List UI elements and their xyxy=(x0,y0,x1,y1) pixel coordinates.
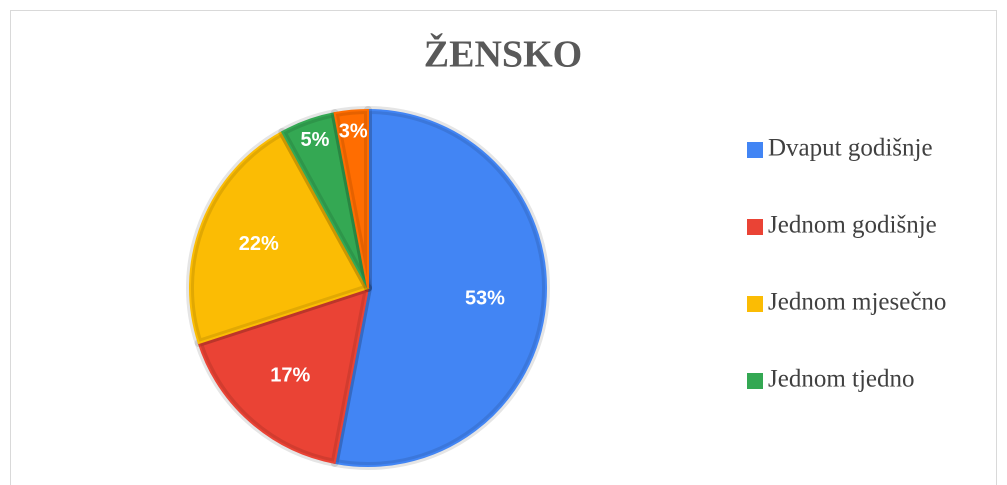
chart-title: ŽENSKO xyxy=(424,34,582,76)
value-label: 3% xyxy=(339,120,368,142)
legend-label: Jednom tjedno xyxy=(768,366,915,393)
legend-swatch xyxy=(747,142,763,158)
legend-label: Jednom godišnje xyxy=(768,212,937,239)
legend-label: Dvaput godišnje xyxy=(768,135,933,162)
slice-edge xyxy=(333,108,547,467)
value-label: 17% xyxy=(270,364,310,386)
legend-swatch xyxy=(747,373,763,389)
chart-frame xyxy=(10,10,997,485)
value-label: 22% xyxy=(239,233,279,255)
legend-swatch xyxy=(747,296,763,312)
value-label: 5% xyxy=(300,129,329,151)
slice-edge xyxy=(333,108,369,289)
slice-edge xyxy=(189,130,370,345)
slice-edge xyxy=(197,286,370,465)
value-label: 53% xyxy=(465,287,505,309)
legend-label: Jednom mjesečno xyxy=(768,289,946,316)
legend-swatch xyxy=(747,219,763,235)
